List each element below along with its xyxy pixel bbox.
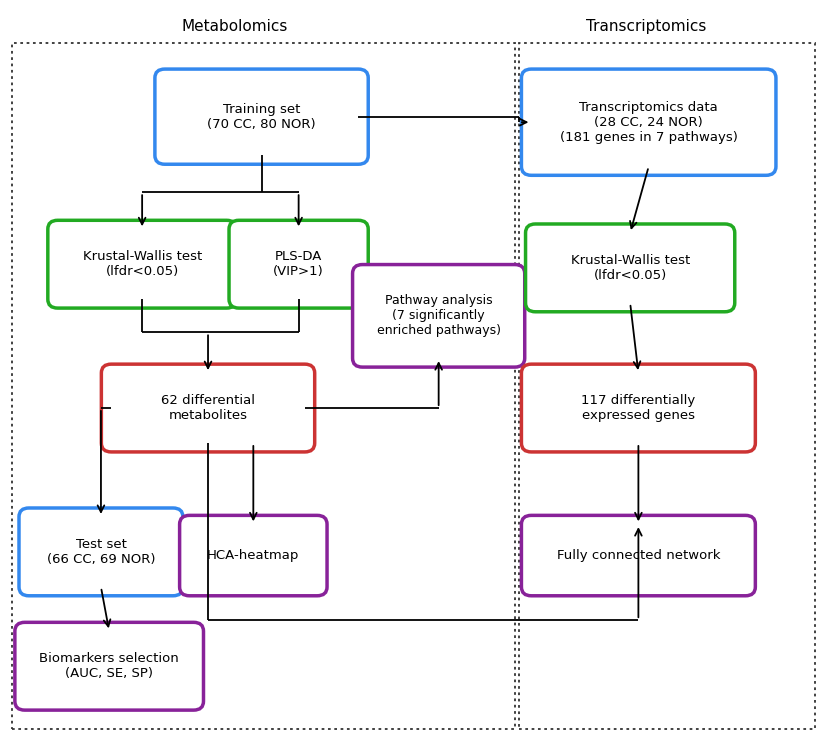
Text: Test set
(66 CC, 69 NOR): Test set (66 CC, 69 NOR) [47, 538, 156, 566]
Text: Training set
(70 CC, 80 NOR): Training set (70 CC, 80 NOR) [207, 103, 316, 131]
Text: Transcriptomics: Transcriptomics [587, 19, 707, 34]
Text: 62 differential
metabolites: 62 differential metabolites [161, 394, 255, 422]
FancyBboxPatch shape [353, 265, 525, 367]
FancyBboxPatch shape [180, 515, 327, 596]
Text: Krustal-Wallis test
(lfdr<0.05): Krustal-Wallis test (lfdr<0.05) [82, 250, 201, 278]
Text: HCA-heatmap: HCA-heatmap [207, 549, 300, 562]
Text: Transcriptomics data
(28 CC, 24 NOR)
(181 genes in 7 pathways): Transcriptomics data (28 CC, 24 NOR) (18… [560, 101, 738, 144]
Text: Fully connected network: Fully connected network [557, 549, 721, 562]
FancyBboxPatch shape [229, 220, 369, 308]
FancyBboxPatch shape [102, 364, 314, 452]
FancyBboxPatch shape [19, 508, 183, 596]
Text: Pathway analysis
(7 significantly
enriched pathways): Pathway analysis (7 significantly enrich… [377, 295, 501, 337]
Text: 117 differentially
expressed genes: 117 differentially expressed genes [582, 394, 696, 422]
FancyBboxPatch shape [522, 515, 755, 596]
Text: Krustal-Wallis test
(lfdr<0.05): Krustal-Wallis test (lfdr<0.05) [571, 254, 690, 282]
FancyBboxPatch shape [522, 69, 776, 175]
Text: Metabolomics: Metabolomics [181, 19, 288, 34]
FancyBboxPatch shape [522, 364, 755, 452]
FancyBboxPatch shape [47, 220, 236, 308]
Text: Biomarkers selection
(AUC, SE, SP): Biomarkers selection (AUC, SE, SP) [39, 652, 179, 680]
Text: PLS-DA
(VIP>1): PLS-DA (VIP>1) [273, 250, 324, 278]
FancyBboxPatch shape [155, 69, 369, 164]
FancyBboxPatch shape [526, 224, 735, 312]
Bar [519, 43, 815, 729]
Bar [12, 43, 515, 729]
FancyBboxPatch shape [15, 622, 204, 710]
